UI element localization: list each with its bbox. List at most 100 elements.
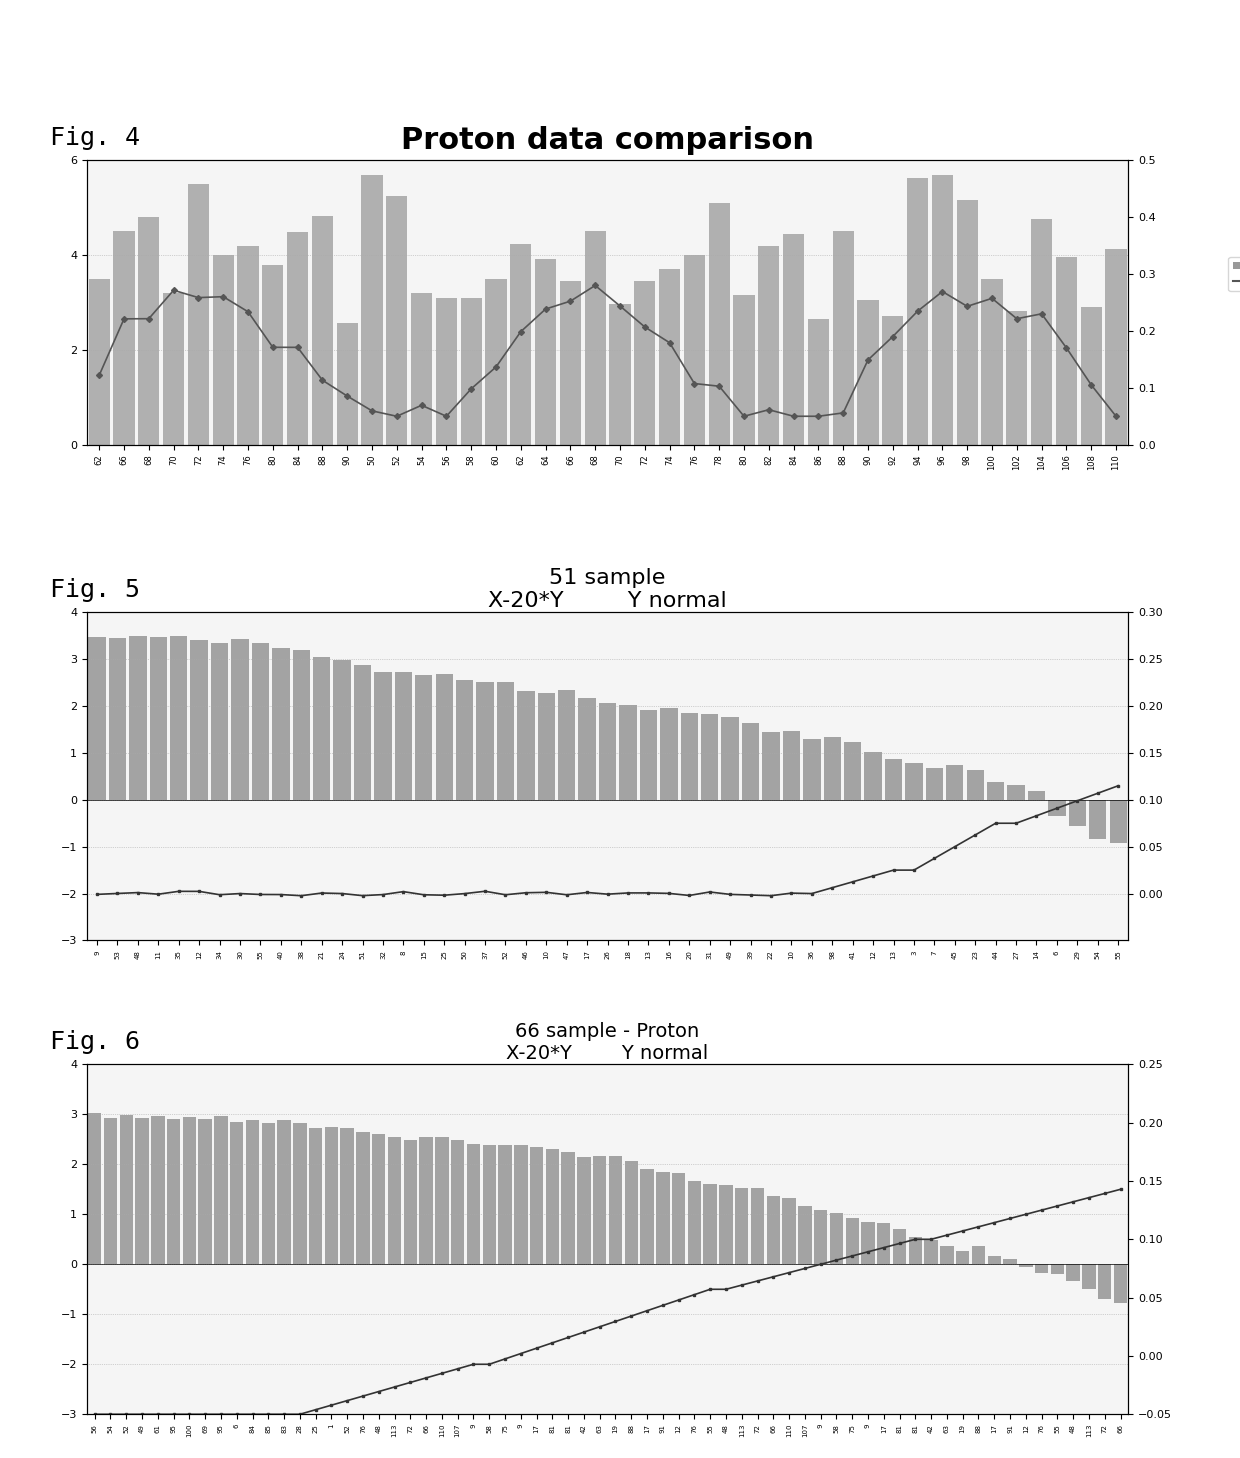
Bar bbox=[619, 706, 636, 800]
Bar bbox=[356, 1131, 370, 1264]
Bar bbox=[129, 636, 146, 800]
Bar bbox=[498, 1145, 512, 1264]
Bar bbox=[562, 1152, 575, 1264]
Bar bbox=[579, 698, 596, 800]
Bar bbox=[419, 1137, 433, 1264]
Bar bbox=[559, 281, 580, 445]
Bar bbox=[135, 1118, 149, 1264]
Bar bbox=[88, 1114, 102, 1264]
Bar bbox=[1069, 800, 1086, 827]
Bar bbox=[1106, 249, 1126, 445]
Bar bbox=[461, 297, 481, 445]
Bar bbox=[119, 1115, 133, 1264]
Bar bbox=[593, 1156, 606, 1264]
Bar bbox=[672, 1172, 686, 1264]
Bar bbox=[312, 216, 332, 445]
Bar bbox=[188, 184, 208, 445]
Bar bbox=[893, 1229, 906, 1264]
Bar bbox=[940, 1245, 954, 1264]
Bar bbox=[387, 195, 407, 445]
Bar bbox=[956, 1251, 970, 1264]
Bar bbox=[1007, 311, 1027, 445]
Bar bbox=[238, 246, 259, 445]
Bar bbox=[578, 1156, 590, 1264]
Bar bbox=[1003, 1260, 1017, 1264]
Bar bbox=[272, 647, 289, 800]
Bar bbox=[372, 1134, 386, 1264]
Bar bbox=[1050, 1264, 1064, 1274]
Bar bbox=[482, 1145, 496, 1264]
Bar bbox=[109, 639, 126, 800]
Legend: UR(x)%, UR(y)%: UR(x)%, UR(y)% bbox=[1229, 257, 1240, 292]
Bar bbox=[104, 1118, 117, 1264]
Bar bbox=[703, 1184, 717, 1264]
Bar bbox=[640, 710, 657, 800]
Bar bbox=[660, 709, 677, 800]
Bar bbox=[558, 690, 575, 800]
Bar bbox=[288, 232, 308, 445]
Bar bbox=[410, 293, 432, 445]
Bar bbox=[252, 643, 269, 800]
Bar bbox=[293, 650, 310, 800]
Bar bbox=[511, 243, 532, 445]
Bar bbox=[361, 175, 382, 445]
Bar bbox=[435, 1137, 449, 1264]
Bar bbox=[232, 639, 249, 800]
Bar bbox=[293, 1123, 306, 1264]
Bar bbox=[309, 1128, 322, 1264]
Title: 51 sample
X-20*Y         Y normal: 51 sample X-20*Y Y normal bbox=[489, 567, 727, 611]
Bar bbox=[529, 1147, 543, 1264]
Bar bbox=[170, 636, 187, 800]
Bar bbox=[451, 1140, 464, 1264]
Bar bbox=[198, 1118, 212, 1264]
Bar bbox=[908, 178, 928, 445]
Bar bbox=[476, 682, 494, 800]
Bar bbox=[546, 1149, 559, 1264]
Bar bbox=[925, 1241, 937, 1264]
Bar bbox=[987, 1257, 1001, 1264]
Bar bbox=[946, 764, 963, 800]
Bar bbox=[1030, 219, 1052, 445]
Bar bbox=[114, 232, 134, 445]
Bar bbox=[312, 656, 330, 800]
Bar bbox=[263, 265, 283, 445]
Bar bbox=[435, 674, 453, 800]
Title: Proton data comparison: Proton data comparison bbox=[401, 127, 815, 155]
Bar bbox=[909, 1236, 923, 1264]
Bar bbox=[759, 246, 780, 445]
Bar bbox=[808, 319, 828, 445]
Bar bbox=[246, 1120, 259, 1264]
Bar bbox=[231, 1121, 243, 1264]
Bar bbox=[660, 268, 680, 445]
Bar bbox=[742, 723, 759, 800]
Bar bbox=[1028, 792, 1045, 800]
Bar bbox=[1110, 800, 1127, 843]
Bar bbox=[336, 324, 357, 445]
Bar bbox=[640, 1169, 653, 1264]
Bar bbox=[515, 1146, 527, 1264]
Bar bbox=[784, 233, 804, 445]
Bar bbox=[1080, 308, 1101, 445]
Bar bbox=[485, 278, 506, 445]
Bar bbox=[799, 1206, 812, 1264]
Bar bbox=[1099, 1264, 1111, 1299]
Bar bbox=[374, 672, 392, 800]
Bar bbox=[719, 1185, 733, 1264]
Bar bbox=[388, 1137, 402, 1264]
Bar bbox=[1114, 1264, 1127, 1303]
Bar bbox=[1055, 258, 1076, 445]
Bar bbox=[213, 255, 233, 445]
Bar bbox=[966, 770, 983, 800]
Bar bbox=[1089, 800, 1106, 838]
Bar bbox=[353, 665, 371, 800]
Bar bbox=[415, 675, 433, 800]
Bar bbox=[1007, 784, 1024, 800]
Bar bbox=[191, 640, 208, 800]
Bar bbox=[609, 1156, 622, 1264]
Bar bbox=[957, 200, 977, 445]
Bar bbox=[1019, 1264, 1033, 1267]
Bar bbox=[634, 280, 655, 445]
Bar bbox=[766, 1196, 780, 1264]
Bar bbox=[987, 783, 1004, 800]
Bar bbox=[883, 316, 903, 445]
